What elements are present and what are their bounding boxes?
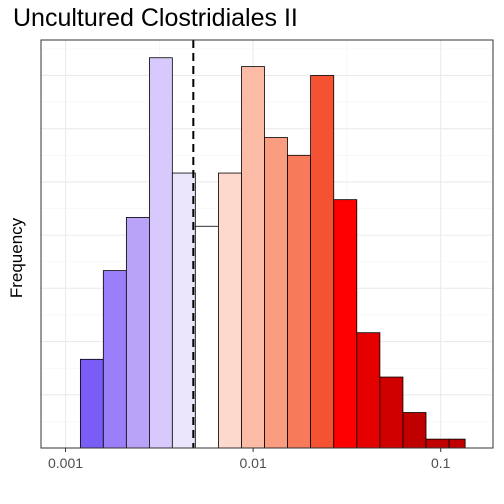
x-tick-label: 0.01 — [239, 455, 266, 471]
histogram-bar — [217, 172, 242, 449]
histogram-bar — [102, 270, 127, 449]
histogram-bar — [171, 172, 196, 449]
histogram-bars — [79, 57, 466, 449]
histogram-bar — [425, 438, 450, 449]
histogram-bar — [379, 376, 404, 449]
histogram-bar — [241, 66, 265, 449]
histogram-bar — [333, 199, 358, 449]
x-axis-ticks: 0.001 0.01 0.1 — [48, 448, 451, 471]
plot-panel-border — [40, 39, 494, 449]
chart-title: Uncultured Clostridiales II — [13, 4, 298, 32]
histogram-bar — [264, 137, 288, 449]
histogram-bar — [194, 225, 219, 449]
x-tick-label: 0.1 — [431, 455, 451, 471]
histogram-bar — [125, 216, 150, 449]
histogram-bar — [287, 154, 312, 449]
histogram-bar — [356, 332, 381, 449]
histogram-bar — [79, 358, 104, 449]
histogram-bar — [448, 438, 466, 449]
histogram-bar — [149, 57, 173, 449]
x-tick-label: 0.001 — [48, 455, 83, 471]
histogram-bar — [402, 412, 427, 449]
histogram-bar — [310, 75, 335, 449]
